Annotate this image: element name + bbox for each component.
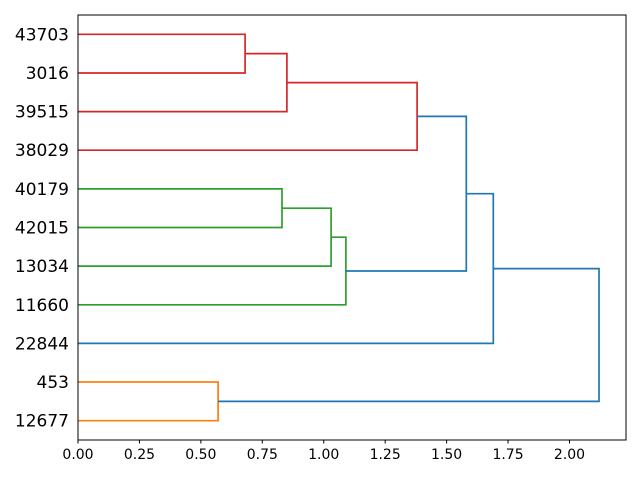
leaf-label: 3016 — [26, 64, 69, 84]
x-tick-label: 2.00 — [554, 447, 585, 463]
dendrogram-link-M6 — [78, 81, 418, 152]
x-tick-label: 0.00 — [62, 447, 93, 463]
plot-border — [77, 14, 627, 441]
dendrogram-link-M1 — [78, 33, 246, 74]
leaf-label: 43703 — [15, 25, 69, 45]
dendrogram-link-M9 — [218, 267, 600, 403]
leaf-label: 38029 — [15, 141, 69, 161]
leaf-label: 11660 — [15, 296, 69, 316]
x-tick-label: 0.75 — [247, 447, 278, 463]
x-tick-label: 0.50 — [185, 447, 216, 463]
dendrogram-link-M8 — [78, 192, 495, 345]
leaf-label: 42015 — [15, 219, 69, 239]
dendrogram-link-M4 — [78, 207, 332, 267]
dendrogram-link-M2 — [78, 188, 283, 229]
leaf-label: 40179 — [15, 180, 69, 200]
leaf-label: 13034 — [15, 257, 69, 277]
x-tick-label: 1.50 — [431, 447, 462, 463]
dendrogram-link-M0 — [78, 381, 219, 422]
dendrogram-link-M3 — [78, 52, 288, 113]
leaf-label: 22844 — [15, 334, 69, 354]
dendrogram-link-M7 — [345, 115, 468, 272]
leaf-label: 453 — [37, 373, 69, 393]
leaf-label: 12677 — [15, 412, 69, 432]
x-tick-label: 1.00 — [308, 447, 339, 463]
dendrogram-link-M5 — [78, 236, 347, 306]
x-tick-label: 1.25 — [370, 447, 401, 463]
x-tick-label: 1.75 — [492, 447, 523, 463]
leaf-label: 39515 — [15, 103, 69, 123]
x-tick-label: 0.25 — [124, 447, 155, 463]
